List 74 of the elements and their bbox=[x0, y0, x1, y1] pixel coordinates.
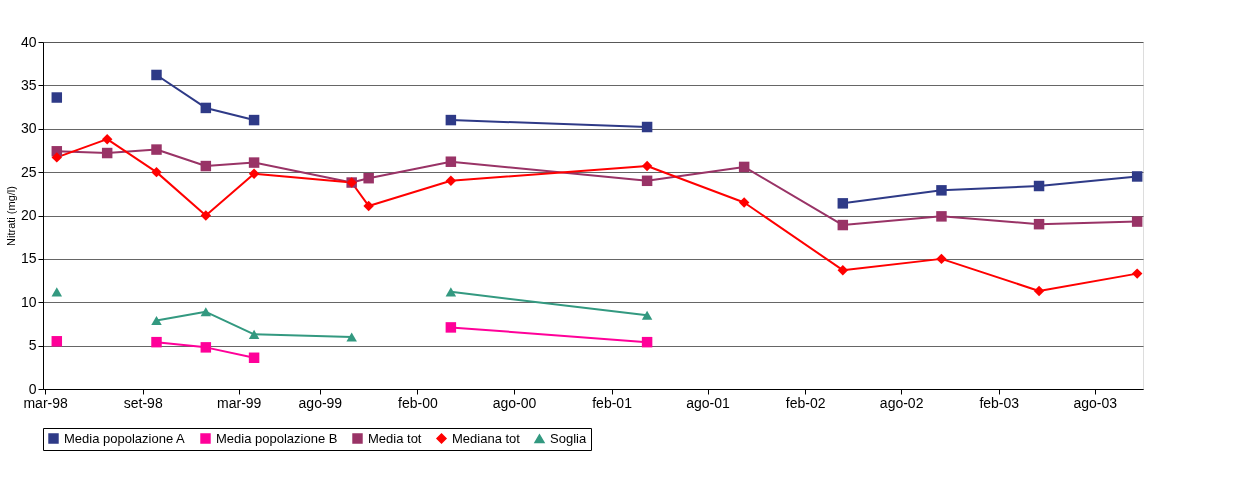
point bbox=[248, 114, 260, 126]
y-tick-label: 35 bbox=[20, 76, 37, 93]
y-tick-label: 30 bbox=[20, 120, 37, 137]
y-tick-label: 25 bbox=[20, 163, 37, 180]
point bbox=[445, 114, 457, 126]
point bbox=[151, 336, 162, 348]
point bbox=[445, 287, 457, 297]
point bbox=[837, 264, 849, 276]
x-tick-label: ago-01 bbox=[686, 394, 731, 411]
point bbox=[1033, 180, 1045, 192]
point bbox=[1131, 216, 1143, 227]
legend-label: Mediana tot bbox=[452, 430, 521, 446]
point bbox=[51, 287, 63, 297]
point bbox=[1131, 268, 1143, 279]
y-tick-label: 20 bbox=[20, 207, 37, 223]
y-tick-label: 10 bbox=[20, 293, 37, 310]
point bbox=[200, 102, 212, 114]
point bbox=[641, 336, 653, 348]
x-tick-label: feb-03 bbox=[979, 394, 1020, 411]
point bbox=[51, 92, 63, 103]
x-tick-label: ago-00 bbox=[492, 394, 537, 411]
point bbox=[200, 160, 212, 172]
point bbox=[200, 307, 212, 317]
point bbox=[837, 198, 849, 209]
point bbox=[936, 185, 947, 196]
x-tick-label: feb-01 bbox=[592, 394, 633, 411]
point bbox=[641, 310, 653, 320]
point bbox=[445, 156, 457, 167]
point bbox=[837, 219, 849, 231]
point bbox=[151, 315, 162, 326]
point bbox=[101, 133, 113, 145]
point bbox=[445, 175, 457, 187]
x-tick-label: set-98 bbox=[123, 394, 163, 411]
point bbox=[248, 157, 260, 168]
y-tick-label: 15 bbox=[20, 250, 37, 267]
point bbox=[151, 166, 162, 178]
point bbox=[1033, 285, 1045, 297]
point bbox=[445, 322, 457, 333]
y-tick-label: 5 bbox=[28, 337, 37, 354]
x-tick-label: feb-02 bbox=[785, 394, 826, 411]
point bbox=[1033, 218, 1045, 230]
point bbox=[248, 329, 260, 339]
x-tick-label: ago-03 bbox=[1073, 394, 1118, 411]
point bbox=[936, 253, 947, 265]
point bbox=[151, 144, 162, 155]
legend-label: Soglia bbox=[550, 430, 587, 446]
point bbox=[641, 175, 653, 187]
x-tick-label: ago-99 bbox=[298, 394, 343, 411]
point bbox=[200, 342, 212, 353]
x-tick-label: mar-98 bbox=[23, 394, 68, 411]
point bbox=[151, 69, 162, 81]
x-tick-label: ago-02 bbox=[879, 394, 924, 411]
y-axis-title: Nitrati (mg/l) bbox=[4, 186, 17, 246]
legend-label: Media popolazione B bbox=[216, 430, 338, 446]
point bbox=[200, 210, 212, 221]
point bbox=[51, 336, 63, 347]
y-tick-label: 40 bbox=[20, 33, 37, 50]
legend-label: Media popolazione A bbox=[64, 430, 186, 446]
point bbox=[248, 168, 260, 180]
point bbox=[363, 172, 374, 184]
y-tick-label: 0 bbox=[28, 380, 37, 397]
x-tick-label: feb-00 bbox=[398, 394, 438, 411]
point bbox=[641, 121, 653, 133]
point bbox=[1131, 171, 1143, 182]
point bbox=[738, 197, 750, 208]
point bbox=[101, 147, 113, 159]
point bbox=[936, 211, 947, 222]
point bbox=[51, 152, 63, 163]
point bbox=[738, 161, 750, 173]
point bbox=[641, 160, 653, 172]
point bbox=[248, 352, 260, 364]
x-tick-label: mar-99 bbox=[217, 394, 262, 411]
legend-label: Media tot bbox=[368, 430, 422, 446]
point bbox=[363, 200, 374, 212]
